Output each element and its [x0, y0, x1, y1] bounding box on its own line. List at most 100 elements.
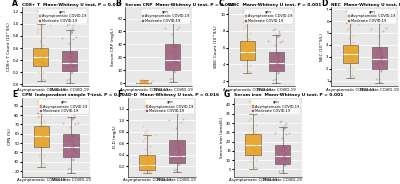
- Point: [245, 22, 251, 25]
- Point: [274, 35, 281, 38]
- Point: [68, 116, 74, 119]
- Point: [38, 15, 44, 18]
- Point: [243, 52, 249, 55]
- Point: [247, 56, 253, 59]
- Point: [168, 62, 175, 65]
- Point: [170, 44, 176, 47]
- Point: [247, 152, 254, 155]
- Point: [70, 143, 76, 146]
- Point: [257, 138, 264, 141]
- Point: [66, 51, 72, 54]
- Point: [172, 53, 178, 56]
- Y-axis label: Serum CRP (mg/L): Serum CRP (mg/L): [111, 28, 115, 66]
- Point: [350, 59, 356, 62]
- Point: [276, 65, 283, 68]
- Point: [244, 71, 250, 74]
- Point: [139, 81, 146, 84]
- Point: [138, 81, 144, 84]
- Point: [380, 29, 386, 32]
- Point: [174, 107, 180, 110]
- Point: [253, 141, 259, 144]
- Point: [274, 36, 280, 39]
- Point: [172, 50, 178, 53]
- Point: [274, 60, 281, 63]
- Point: [36, 125, 42, 128]
- Point: [68, 134, 75, 137]
- Text: C: C: [218, 0, 224, 8]
- Point: [246, 55, 252, 58]
- Point: [177, 157, 184, 160]
- Point: [67, 31, 74, 34]
- Point: [350, 51, 356, 54]
- Point: [142, 158, 149, 160]
- Point: [70, 37, 76, 40]
- Point: [146, 164, 153, 167]
- Point: [345, 47, 351, 50]
- Point: [37, 121, 44, 124]
- Point: [67, 63, 73, 66]
- PathPatch shape: [140, 155, 155, 170]
- Point: [274, 72, 281, 75]
- Point: [246, 153, 253, 155]
- Text: Serum iron  Mann-Whitney U test, P = 0.001: Serum iron Mann-Whitney U test, P = 0.00…: [234, 93, 343, 97]
- Point: [40, 59, 46, 62]
- Point: [173, 63, 180, 66]
- Point: [242, 45, 249, 48]
- Point: [168, 51, 174, 54]
- Point: [34, 49, 40, 52]
- Point: [65, 110, 72, 113]
- Point: [40, 70, 46, 73]
- Point: [38, 61, 44, 64]
- Point: [38, 137, 44, 139]
- Point: [40, 55, 46, 58]
- Point: [246, 69, 252, 72]
- Point: [246, 37, 253, 40]
- Point: [153, 134, 159, 137]
- Point: [144, 151, 150, 154]
- Point: [40, 142, 47, 145]
- Point: [70, 117, 76, 120]
- Point: [40, 61, 46, 64]
- Legend: Asymptomatic COVID-19, Moderate COVID-19: Asymptomatic COVID-19, Moderate COVID-19: [347, 9, 396, 24]
- Point: [246, 55, 253, 58]
- Point: [175, 141, 181, 144]
- Point: [377, 47, 383, 50]
- Point: [36, 19, 42, 22]
- Point: [280, 149, 286, 152]
- Point: [240, 58, 247, 61]
- Text: CPN  Independent sample T-test, P = 0.004: CPN Independent sample T-test, P = 0.004: [22, 93, 128, 97]
- Point: [68, 149, 74, 152]
- Point: [275, 53, 281, 56]
- Point: [144, 81, 150, 84]
- Point: [346, 49, 352, 52]
- Point: [250, 149, 256, 152]
- Point: [147, 161, 154, 164]
- Point: [144, 162, 150, 165]
- Point: [282, 152, 289, 155]
- Point: [137, 80, 143, 83]
- Point: [40, 36, 47, 39]
- Point: [172, 100, 179, 103]
- Point: [70, 24, 76, 27]
- Point: [64, 24, 70, 26]
- Point: [248, 70, 254, 73]
- Point: [70, 52, 76, 55]
- Point: [171, 45, 177, 48]
- Point: [180, 143, 187, 146]
- Point: [35, 63, 41, 66]
- Point: [240, 27, 247, 30]
- Point: [241, 52, 247, 54]
- Point: [70, 144, 76, 147]
- Point: [250, 150, 257, 153]
- Point: [271, 56, 277, 59]
- Text: E: E: [12, 90, 17, 99]
- Point: [171, 56, 178, 59]
- Point: [172, 19, 178, 22]
- Point: [173, 168, 180, 171]
- Point: [68, 59, 75, 61]
- Point: [176, 148, 182, 151]
- Point: [283, 146, 289, 149]
- Point: [347, 15, 354, 18]
- Point: [40, 139, 47, 142]
- Point: [69, 133, 75, 136]
